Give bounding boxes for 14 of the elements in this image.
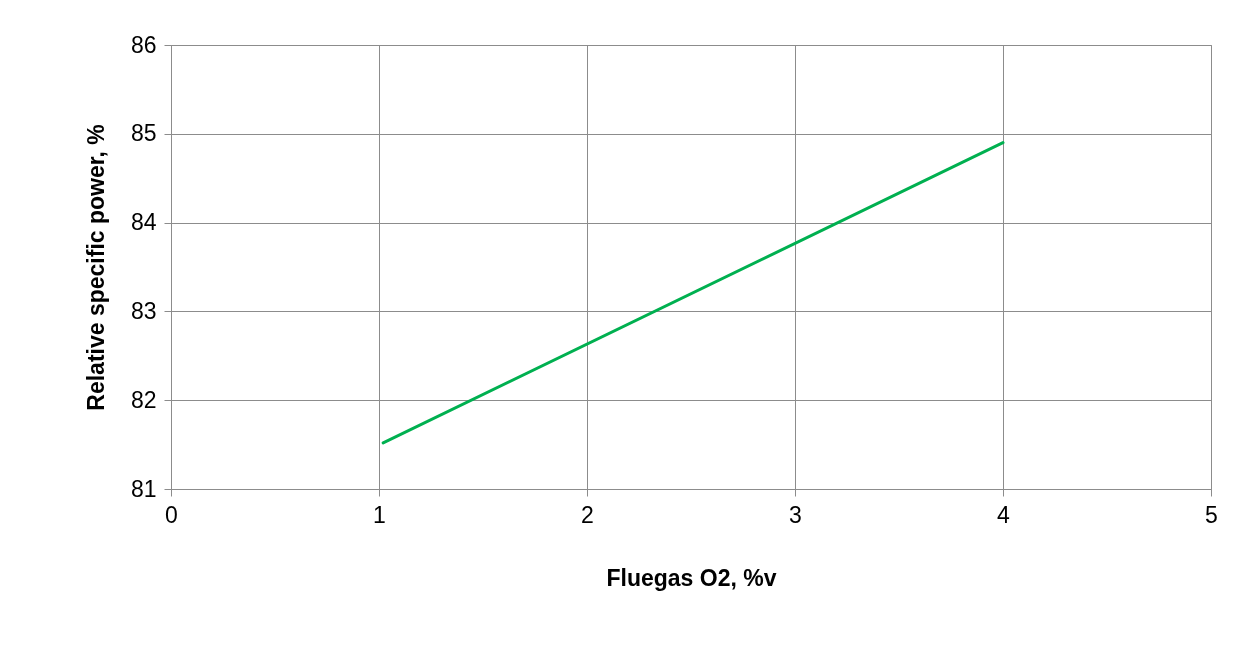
y-tick-label: 85 (130, 120, 157, 147)
y-tick-label: 81 (130, 475, 157, 502)
x-tick-label: 3 (789, 501, 802, 528)
y-axis-title: Relative specific power, % (82, 124, 109, 411)
y-tick-label: 86 (130, 31, 157, 58)
x-tick-label: 4 (997, 501, 1011, 528)
y-tick-label: 83 (130, 297, 157, 324)
y-tick-label: 84 (130, 209, 157, 236)
x-tick-label: 2 (581, 501, 594, 528)
x-axis-title: Fluegas O2, %v (606, 564, 777, 591)
x-tick-label: 0 (165, 501, 178, 528)
x-tick-label: 5 (1205, 501, 1218, 528)
x-tick-label: 1 (373, 501, 386, 528)
y-tick-label: 82 (130, 386, 157, 413)
